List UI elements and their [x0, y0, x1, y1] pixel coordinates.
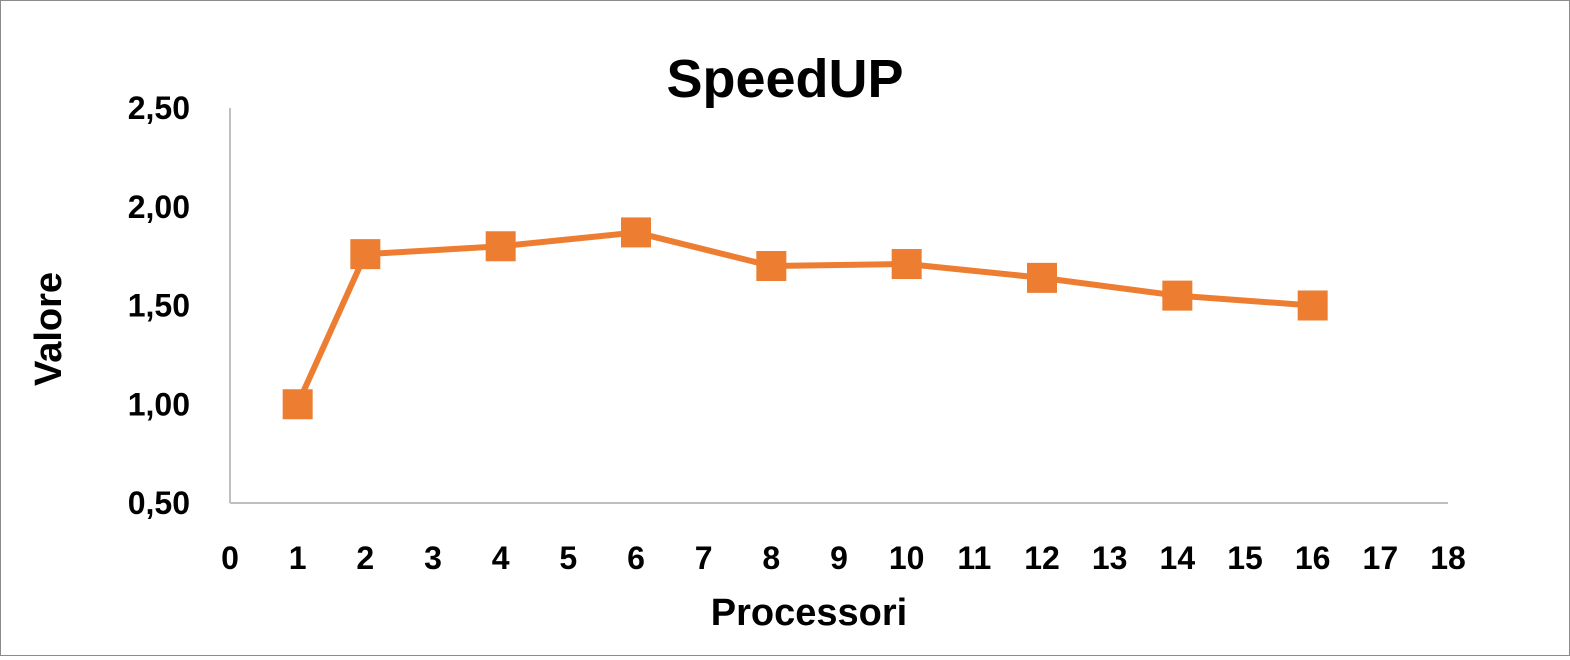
x-tick-label: 1: [289, 540, 307, 576]
x-tick-label: 15: [1227, 540, 1263, 576]
data-point: [485, 231, 516, 262]
series-line: [294, 229, 1313, 406]
x-tick-label: 11: [957, 540, 991, 576]
x-tick-label: 13: [1092, 540, 1128, 576]
data-point: [756, 251, 787, 281]
x-tick-label: 12: [1024, 540, 1060, 576]
x-tick-label: 10: [889, 540, 925, 576]
y-tick-label: 2,50: [128, 90, 190, 126]
data-point: [891, 249, 922, 280]
x-tick-label: 16: [1295, 540, 1331, 576]
y-tick-label: 0,50: [128, 485, 190, 521]
data-point: [350, 239, 381, 270]
y-axis-title: Valore: [28, 272, 70, 386]
y-tick-label: 2,00: [128, 189, 190, 225]
x-tick-label: 7: [695, 540, 713, 576]
x-tick-label: 4: [492, 540, 510, 576]
x-tick-label: 17: [1363, 540, 1399, 576]
x-tick-label: 18: [1430, 540, 1466, 576]
x-tick-label: 8: [762, 540, 780, 576]
x-tick-label: 0: [221, 540, 239, 576]
data-point: [1162, 280, 1193, 311]
data-point: [282, 389, 313, 420]
x-axis-title: Processori: [711, 592, 907, 634]
data-point: [621, 217, 651, 248]
x-tick-label: 14: [1160, 540, 1196, 576]
series-group: [282, 217, 1328, 420]
x-tick-label: 2: [356, 540, 374, 576]
data-point: [1027, 262, 1057, 293]
y-tick-labels: 0,50 1,00 1,50 2,00 2,50: [128, 90, 190, 521]
y-tick-label: 1,00: [128, 386, 190, 422]
x-tick-label: 5: [559, 540, 577, 576]
x-tick-label: 9: [830, 540, 848, 576]
chart-title: SpeedUP: [666, 49, 903, 109]
y-tick-label: 1,50: [128, 288, 190, 324]
x-tick-label: 6: [627, 540, 645, 576]
x-tick-label: 3: [424, 540, 442, 576]
data-point: [1297, 290, 1328, 321]
x-tick-labels: 0 1 2 3 4 5 6 7 8 9 10 11 12 13 14 15 16 17 18: [221, 540, 1466, 576]
